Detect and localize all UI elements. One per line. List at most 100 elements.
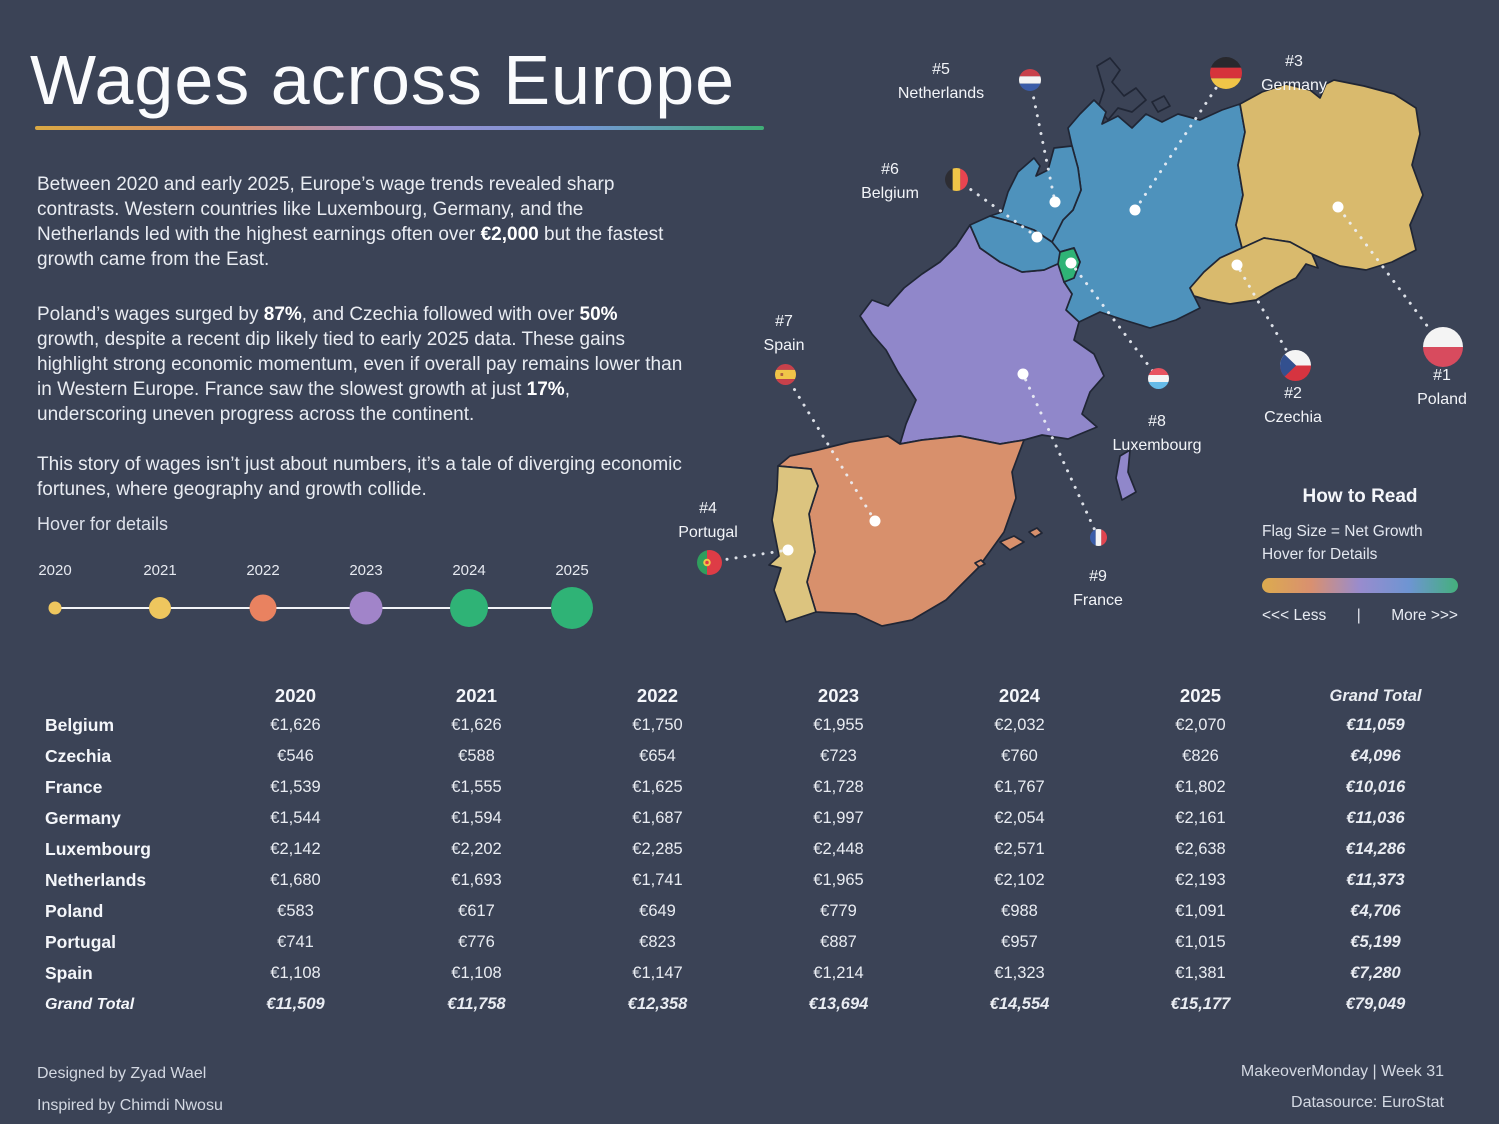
intro-paragraph-1: Between 2020 and early 2025, Europe’s wa…	[37, 174, 664, 270]
luxembourg-leader-line	[1069, 261, 1160, 380]
country-france[interactable]	[859, 224, 1105, 445]
belgium-leader-line	[954, 177, 1039, 239]
czechia-flag-icon[interactable]	[1279, 349, 1311, 381]
cell-netherlands-2022: €1,741	[632, 871, 683, 889]
country-spain[interactable]	[777, 435, 1025, 627]
credits-left: Designed by Zyad Wael Inspired by Chimdi…	[37, 1058, 223, 1122]
cell-czechia-2025: €826	[1182, 747, 1219, 765]
france-rank-label: #9 France	[1073, 568, 1123, 609]
france-center-dot	[1017, 368, 1029, 380]
france-flag-icon[interactable]	[1089, 528, 1107, 546]
row-label-france: France	[45, 777, 103, 797]
cell-grand-total-grand-total: €79,049	[1345, 995, 1406, 1013]
cell-germany-2023: €1,997	[813, 809, 864, 827]
cell-belgium-2024: €2,032	[994, 716, 1045, 734]
cell-poland-2020: €583	[277, 902, 314, 920]
col-header-2023: 2023	[817, 685, 860, 706]
cell-portugal-grand-total: €5,199	[1350, 933, 1401, 951]
intro-paragraph-3: This story of wages isn’t just about num…	[37, 454, 682, 500]
cell-belgium-grand-total: €11,059	[1346, 716, 1405, 734]
timeline-dot-2022[interactable]	[249, 594, 277, 622]
cell-poland-2025: €1,091	[1175, 902, 1226, 920]
cell-germany-2021: €1,594	[451, 809, 502, 827]
timeline-dot-2025[interactable]	[551, 587, 593, 629]
cell-poland-grand-total: €4,706	[1350, 902, 1401, 920]
timeline-year-2020: 2020	[38, 562, 72, 579]
portugal-flag-icon[interactable]	[696, 549, 722, 575]
cell-spain-2021: €1,108	[451, 964, 502, 982]
cell-france-grand-total: €10,016	[1345, 778, 1406, 796]
cell-grand-total-2023: €13,694	[808, 995, 869, 1013]
cell-france-2021: €1,555	[451, 778, 502, 796]
netherlands-flag-icon[interactable]	[1019, 69, 1041, 91]
germany-flag-icon[interactable]	[1210, 57, 1242, 89]
germany-center-dot	[1129, 204, 1141, 216]
cell-germany-grand-total: €11,036	[1346, 809, 1405, 827]
country-portugal[interactable]	[768, 465, 819, 623]
belgium-flag-icon[interactable]	[944, 167, 968, 191]
timeline-dot-2020[interactable]	[48, 601, 62, 615]
island-corsica[interactable]	[1115, 449, 1137, 501]
timeline-dot-2021[interactable]	[149, 597, 171, 619]
luxembourg-center-dot	[1065, 257, 1077, 269]
row-label-grand-total: Grand Total	[45, 995, 135, 1013]
portugal-center-dot	[782, 544, 794, 556]
cell-luxembourg-2022: €2,285	[632, 840, 683, 858]
col-header-grand-total: Grand Total	[1329, 686, 1422, 705]
poland-rank-label: #1 Poland	[1417, 367, 1467, 408]
cell-germany-2022: €1,687	[632, 809, 683, 827]
country-poland[interactable]	[1235, 79, 1424, 271]
title-underline-gradient	[35, 126, 764, 130]
cell-luxembourg-2020: €2,142	[270, 840, 321, 858]
cell-netherlands-2023: €1,965	[813, 871, 864, 889]
cell-spain-2020: €1,108	[270, 964, 321, 982]
cell-poland-2022: €649	[639, 902, 676, 920]
timeline-axis-line	[55, 607, 572, 609]
portugal-rank-label: #4 Portugal	[678, 500, 738, 541]
cell-grand-total-2024: €14,554	[989, 995, 1050, 1013]
timeline-dot-2023[interactable]	[349, 591, 383, 625]
row-label-portugal: Portugal	[45, 932, 116, 952]
cell-czechia-2024: €760	[1001, 747, 1038, 765]
cell-france-2023: €1,728	[813, 778, 864, 796]
legend-hover-note: Hover for Details	[1262, 546, 1378, 563]
cell-germany-2025: €2,161	[1175, 809, 1226, 827]
cell-portugal-2023: €887	[820, 933, 857, 951]
czechia-rank-label: #2 Czechia	[1264, 385, 1322, 426]
cell-france-2025: €1,802	[1175, 778, 1226, 796]
luxembourg-rank-label: #8 Luxembourg	[1112, 413, 1202, 454]
col-header-2024: 2024	[998, 685, 1041, 706]
cell-luxembourg-grand-total: €14,286	[1345, 840, 1406, 858]
luxembourg-flag-icon[interactable]	[1147, 367, 1169, 389]
poland-center-dot	[1332, 201, 1344, 213]
poland-flag-icon[interactable]	[1423, 327, 1463, 367]
growth-gradient-bar	[1262, 578, 1458, 593]
timeline-year-2023: 2023	[349, 562, 383, 579]
netherlands-leader-line	[1028, 78, 1057, 204]
cell-germany-2024: €2,054	[994, 809, 1045, 827]
cell-poland-2024: €988	[1001, 902, 1038, 920]
intro-paragraph-2: Poland’s wages surged by 87%, and Czechi…	[37, 304, 683, 425]
legend-title: How to Read	[1302, 486, 1418, 507]
cell-netherlands-2024: €2,102	[994, 871, 1045, 889]
country-czechia[interactable]	[1189, 237, 1319, 305]
spain-flag-icon[interactable]	[774, 363, 796, 385]
legend-more-label: More >>>	[1391, 607, 1458, 624]
island-menorca[interactable]	[1028, 527, 1043, 538]
cell-portugal-2020: €741	[277, 933, 314, 951]
row-label-czechia: Czechia	[45, 746, 112, 766]
cell-spain-2025: €1,381	[1175, 964, 1226, 982]
row-label-germany: Germany	[45, 808, 121, 828]
row-label-poland: Poland	[45, 901, 104, 921]
spain-center-dot	[869, 515, 881, 527]
cell-netherlands-2021: €1,693	[451, 871, 502, 889]
timeline-year-2022: 2022	[246, 562, 280, 579]
cell-netherlands-2020: €1,680	[270, 871, 321, 889]
island-mallorca[interactable]	[999, 535, 1025, 551]
cell-france-2024: €1,767	[994, 778, 1045, 796]
timeline-dot-2024[interactable]	[450, 589, 488, 627]
netherlands-rank-label: #5 Netherlands	[897, 61, 985, 102]
island-ibiza[interactable]	[974, 559, 986, 568]
inspired-by: Inspired by Chimdi Nwosu	[37, 1097, 223, 1114]
credits-right: MakeoverMonday | Week 31 Datasource: Eur…	[1241, 1056, 1444, 1118]
